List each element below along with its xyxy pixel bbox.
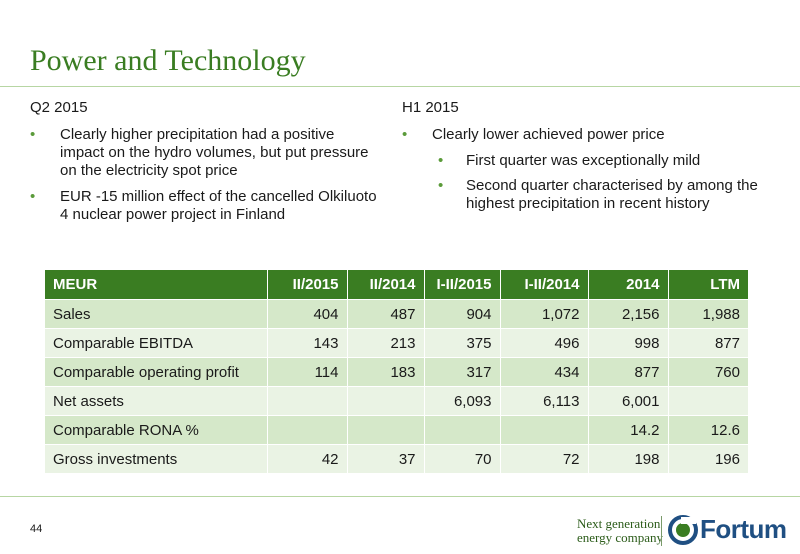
table-row: Net assets 6,093 6,113 6,001 [45, 386, 748, 416]
table-cell: 877 [668, 328, 748, 358]
table-cell: 2,156 [588, 299, 669, 329]
table-cell: 877 [588, 357, 669, 387]
table-cell [500, 415, 589, 445]
q2-bullet: EUR -15 million effect of the cancelled … [30, 188, 380, 224]
fortum-logo-icon [668, 514, 698, 545]
h1-column: H1 2015 Clearly lower achieved power pri… [402, 99, 782, 220]
table-cell: 6,001 [588, 386, 669, 416]
company-tagline: Next generation energy company [577, 517, 663, 545]
table-cell: 42 [267, 444, 348, 473]
table-cell: 143 [267, 328, 348, 358]
row-label: Comparable RONA % [45, 415, 268, 445]
table-row: Gross investments 42 37 70 72 198 196 [45, 444, 748, 473]
table-cell: 434 [500, 357, 589, 387]
table-cell: 1,988 [668, 299, 748, 329]
logo-separator [661, 516, 662, 546]
table-header-row: MEUR II/2015 II/2014 I-II/2015 I-II/2014… [45, 270, 748, 300]
table-cell [668, 386, 748, 416]
table-cell [267, 415, 348, 445]
table-cell: 14.2 [588, 415, 669, 445]
page-number: 44 [30, 523, 43, 535]
h1-bullet: Clearly lower achieved power price [402, 126, 782, 144]
column-header: I-II/2015 [424, 270, 501, 300]
table-cell: 70 [424, 444, 501, 473]
table-row: Comparable RONA % 14.2 12.6 [45, 415, 748, 445]
page-title: Power and Technology [30, 44, 306, 77]
column-header: 2014 [588, 270, 669, 300]
table-cell: 196 [668, 444, 748, 473]
table-cell: 37 [347, 444, 425, 473]
logo-wordmark: Fortum [700, 514, 787, 544]
h1-sub-bullet: First quarter was exceptionally mild [402, 152, 782, 170]
table-cell: 375 [424, 328, 501, 358]
row-label: Comparable operating profit [45, 357, 268, 387]
q2-heading: Q2 2015 [30, 99, 88, 116]
table-cell: 998 [588, 328, 669, 358]
row-label: Net assets [45, 386, 268, 416]
table-cell: 12.6 [668, 415, 748, 445]
row-label: Comparable EBITDA [45, 328, 268, 358]
table-cell [347, 386, 425, 416]
table-cell: 487 [347, 299, 425, 329]
table-cell: 1,072 [500, 299, 589, 329]
q2-column: Q2 2015 Clearly higher precipitation had… [30, 99, 380, 232]
title-divider [0, 86, 800, 87]
table-cell: 72 [500, 444, 589, 473]
q2-bullet: Clearly higher precipitation had a posit… [30, 126, 380, 180]
column-header: I-II/2014 [500, 270, 589, 300]
table-cell: 317 [424, 357, 501, 387]
tagline-line: Next generation [577, 516, 661, 531]
table-cell: 114 [267, 357, 348, 387]
table-cell [267, 386, 348, 416]
q2-bullet-list: Clearly higher precipitation had a posit… [30, 126, 380, 224]
table-row: Sales 404 487 904 1,072 2,156 1,988 [45, 299, 748, 329]
tagline-line: energy company [577, 530, 664, 545]
column-header: II/2015 [267, 270, 348, 300]
table-row: Comparable EBITDA 143 213 375 496 998 87… [45, 328, 748, 358]
h1-bullet-list: Clearly lower achieved power price First… [402, 126, 782, 213]
table-cell: 6,113 [500, 386, 589, 416]
h1-sub-bullet: Second quarter characterised by among th… [402, 177, 782, 213]
table-cell: 904 [424, 299, 501, 329]
table-cell: 198 [588, 444, 669, 473]
column-header: MEUR [45, 270, 268, 300]
fortum-logo: Fortum [668, 514, 787, 545]
table-cell: 6,093 [424, 386, 501, 416]
financial-table: MEUR II/2015 II/2014 I-II/2015 I-II/2014… [45, 270, 748, 473]
table-cell [424, 415, 501, 445]
table-cell: 760 [668, 357, 748, 387]
table-cell: 496 [500, 328, 589, 358]
row-label: Gross investments [45, 444, 268, 473]
footer-divider [0, 496, 800, 497]
row-label: Sales [45, 299, 268, 329]
column-header: II/2014 [347, 270, 425, 300]
table-cell: 183 [347, 357, 425, 387]
h1-heading: H1 2015 [402, 99, 459, 116]
table-cell [347, 415, 425, 445]
table-cell: 213 [347, 328, 425, 358]
column-header: LTM [668, 270, 748, 300]
table-cell: 404 [267, 299, 348, 329]
table-row: Comparable operating profit 114 183 317 … [45, 357, 748, 387]
